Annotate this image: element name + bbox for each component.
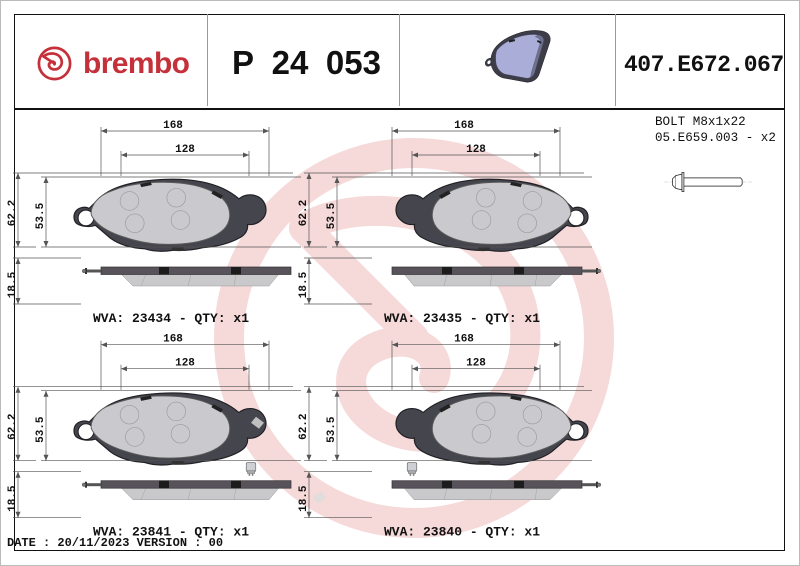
svg-text:18.5: 18.5 xyxy=(298,271,310,298)
svg-text:62.2: 62.2 xyxy=(298,413,310,439)
svg-text:62.2: 62.2 xyxy=(298,200,310,226)
svg-text:WVA: 23435 - QTY: x1: WVA: 23435 - QTY: x1 xyxy=(384,311,540,326)
svg-text:128: 128 xyxy=(175,144,195,156)
svg-text:53.5: 53.5 xyxy=(35,202,47,229)
svg-text:53.5: 53.5 xyxy=(326,202,338,229)
svg-text:62.2: 62.2 xyxy=(7,413,19,439)
svg-text:53.5: 53.5 xyxy=(326,416,338,443)
svg-text:128: 128 xyxy=(175,358,195,370)
svg-text:128: 128 xyxy=(466,358,486,370)
svg-text:168: 168 xyxy=(163,334,183,346)
svg-text:53.5: 53.5 xyxy=(35,416,47,443)
svg-text:128: 128 xyxy=(466,144,486,156)
svg-text:DATE : 20/11/2023 VERSION : 00: DATE : 20/11/2023 VERSION : 00 xyxy=(7,536,223,550)
svg-text:168: 168 xyxy=(454,334,474,346)
svg-text:18.5: 18.5 xyxy=(298,485,310,512)
svg-text:168: 168 xyxy=(454,120,474,132)
svg-text:18.5: 18.5 xyxy=(7,485,19,512)
svg-text:WVA: 23840 - QTY: x1: WVA: 23840 - QTY: x1 xyxy=(384,525,540,540)
svg-text:WVA: 23434 - QTY: x1: WVA: 23434 - QTY: x1 xyxy=(93,311,249,326)
svg-text:168: 168 xyxy=(163,120,183,132)
svg-text:62.2: 62.2 xyxy=(7,200,19,226)
svg-text:18.5: 18.5 xyxy=(7,271,19,298)
